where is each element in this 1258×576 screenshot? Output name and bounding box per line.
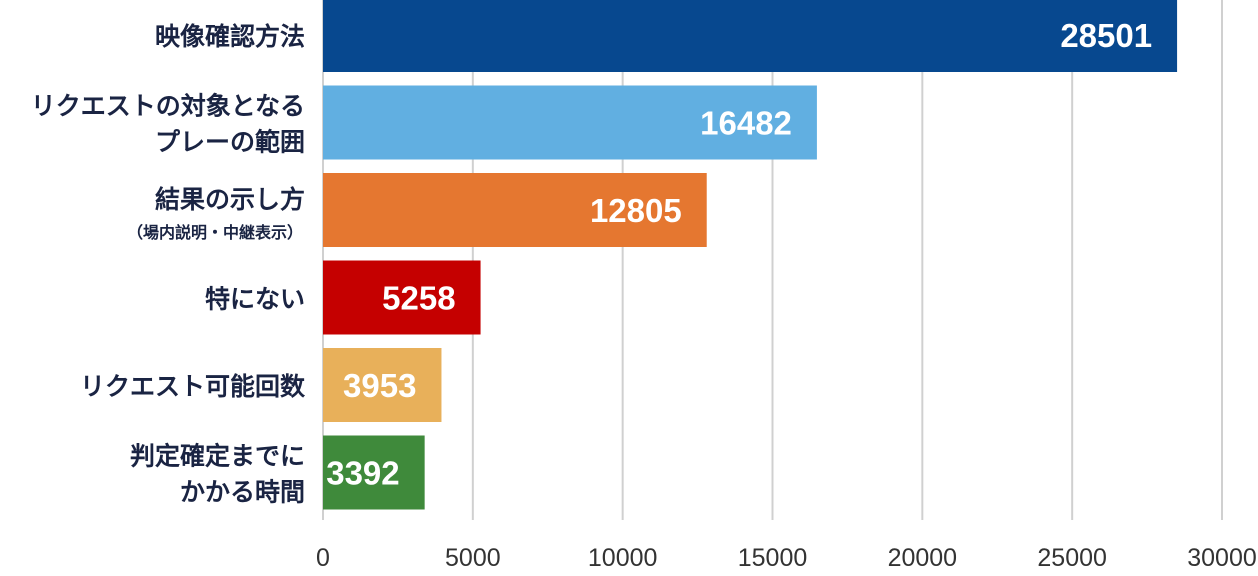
bar-value-label: 3392 bbox=[326, 455, 399, 492]
x-tick-label: 25000 bbox=[1037, 544, 1107, 572]
bar bbox=[323, 0, 1178, 72]
category-label: 結果の示し方 bbox=[155, 185, 305, 214]
gridlines bbox=[322, 0, 1223, 520]
x-tick-label: 5000 bbox=[445, 544, 501, 572]
category-label: 映像確認方法 bbox=[155, 22, 305, 51]
x-tick-label: 0 bbox=[316, 544, 330, 572]
x-tick-label: 20000 bbox=[888, 544, 958, 572]
x-tick-label: 30000 bbox=[1187, 544, 1257, 572]
x-axis-ticks: 0 5000 10000 15000 20000 25000 30000 bbox=[316, 544, 1257, 572]
bar-value-label: 16482 bbox=[700, 105, 792, 142]
bar bbox=[323, 173, 707, 247]
category-sublabel: （場内説明・中継表示） bbox=[127, 223, 303, 242]
category-label: プレーの範囲 bbox=[155, 128, 305, 157]
bar bbox=[323, 260, 481, 335]
category-label: 特にない bbox=[205, 285, 305, 314]
x-tick-label: 10000 bbox=[588, 544, 658, 572]
category-label: 判定確定までに bbox=[130, 442, 305, 471]
bar-value-label: 3953 bbox=[343, 367, 416, 404]
category-label: かかる時間 bbox=[180, 478, 305, 507]
bar-value-label: 28501 bbox=[1060, 17, 1152, 54]
category-label: リクエストの対象となる bbox=[31, 92, 305, 121]
bar bbox=[323, 435, 425, 510]
bar-value-label: 5258 bbox=[382, 280, 455, 317]
bar bbox=[323, 348, 442, 422]
x-tick-label: 15000 bbox=[738, 544, 808, 572]
bar-value-label: 12805 bbox=[590, 192, 682, 229]
bar bbox=[323, 85, 817, 160]
category-label: リクエスト可能回数 bbox=[80, 372, 306, 401]
bars: 28501 16482 12805 5258 3953 3392 bbox=[323, 0, 1178, 510]
